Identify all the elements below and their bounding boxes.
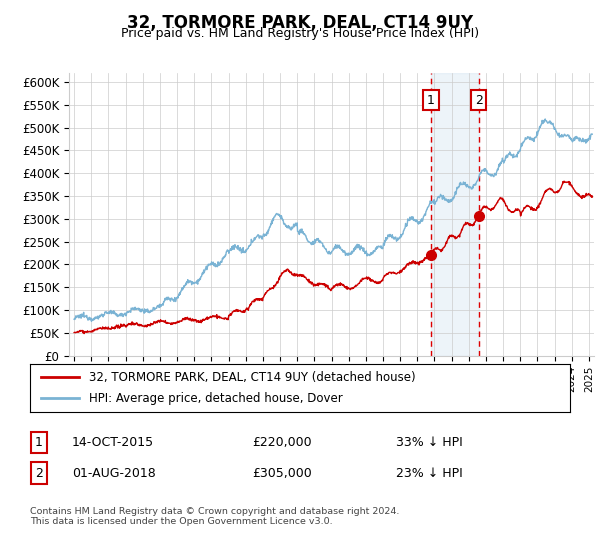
Text: 1: 1: [35, 436, 43, 449]
Text: 33% ↓ HPI: 33% ↓ HPI: [396, 436, 463, 449]
Text: 2: 2: [475, 94, 482, 106]
Text: £305,000: £305,000: [252, 466, 312, 480]
Text: 32, TORMORE PARK, DEAL, CT14 9UY (detached house): 32, TORMORE PARK, DEAL, CT14 9UY (detach…: [89, 371, 416, 384]
Text: 2: 2: [35, 466, 43, 480]
Text: 1: 1: [427, 94, 435, 106]
Text: 01-AUG-2018: 01-AUG-2018: [72, 466, 156, 480]
Text: HPI: Average price, detached house, Dover: HPI: Average price, detached house, Dove…: [89, 392, 343, 405]
Bar: [431, 73, 479, 356]
Text: 14-OCT-2015: 14-OCT-2015: [72, 436, 154, 449]
Text: 32, TORMORE PARK, DEAL, CT14 9UY: 32, TORMORE PARK, DEAL, CT14 9UY: [127, 14, 473, 32]
Text: Price paid vs. HM Land Registry's House Price Index (HPI): Price paid vs. HM Land Registry's House …: [121, 27, 479, 40]
Text: £220,000: £220,000: [252, 436, 311, 449]
Text: 23% ↓ HPI: 23% ↓ HPI: [396, 466, 463, 480]
Text: Contains HM Land Registry data © Crown copyright and database right 2024.
This d: Contains HM Land Registry data © Crown c…: [30, 507, 400, 526]
